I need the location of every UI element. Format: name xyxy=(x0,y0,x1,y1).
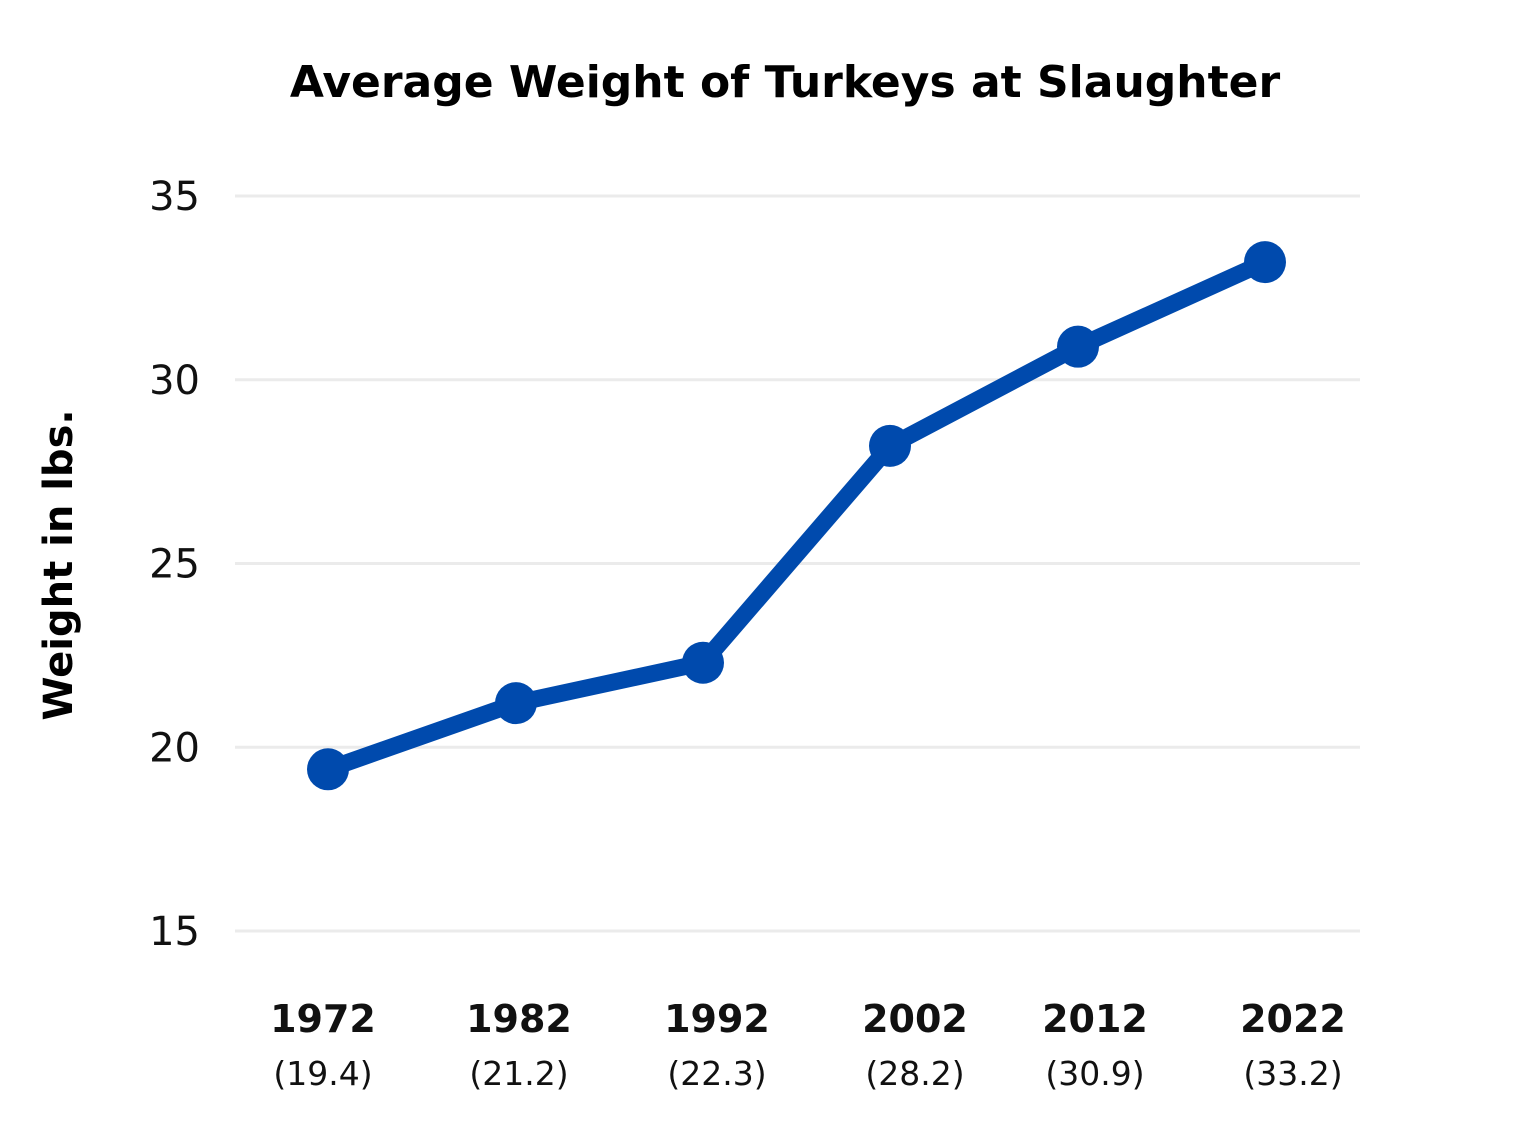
x-tick-label: 2022 xyxy=(1240,997,1346,1041)
x-tick-label: 1982 xyxy=(466,997,572,1041)
chart-title: Average Weight of Turkeys at Slaughter xyxy=(290,57,1281,108)
y-tick-label: 15 xyxy=(149,909,200,955)
data-point xyxy=(869,424,911,467)
data-value-label: (21.2) xyxy=(469,1054,568,1093)
x-tick-label: 2002 xyxy=(862,997,968,1041)
x-tick-label: 1972 xyxy=(270,997,376,1041)
x-tick-label: 2012 xyxy=(1042,997,1148,1041)
y-axis-label: Weight in lbs. xyxy=(36,409,82,720)
data-value-label: (33.2) xyxy=(1243,1054,1342,1093)
data-point xyxy=(682,641,724,684)
y-tick-label: 20 xyxy=(149,725,200,771)
data-point xyxy=(1244,241,1286,284)
data-value-label: (19.4) xyxy=(273,1054,372,1093)
y-tick-label: 25 xyxy=(149,542,200,588)
data-point xyxy=(1057,325,1099,368)
x-tick-label: 1992 xyxy=(664,997,770,1041)
y-tick-label: 30 xyxy=(149,358,200,404)
y-tick-label: 35 xyxy=(149,174,200,220)
data-value-label: (30.9) xyxy=(1045,1054,1144,1093)
data-point xyxy=(495,682,537,725)
data-point xyxy=(307,748,349,791)
series-line xyxy=(325,254,1269,778)
data-value-label: (22.3) xyxy=(667,1054,766,1093)
data-value-label: (28.2) xyxy=(865,1054,964,1093)
